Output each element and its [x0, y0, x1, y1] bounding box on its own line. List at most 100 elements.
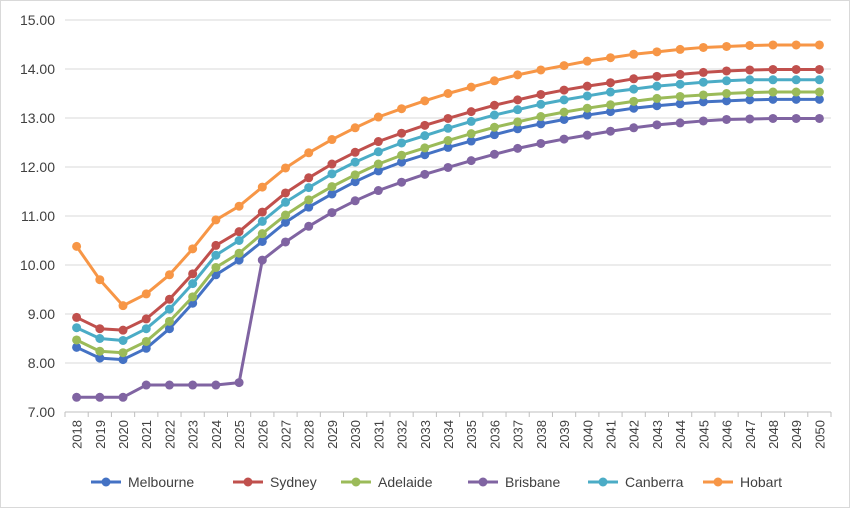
data-point-melbourne	[72, 342, 82, 352]
series-line-hobart	[75, 43, 821, 308]
data-point-sydney	[652, 71, 662, 81]
data-point-melbourne	[234, 255, 244, 265]
data-point-sydney	[327, 159, 337, 169]
series-hobart	[72, 40, 824, 311]
data-point-melbourne	[304, 202, 314, 212]
data-point-canberra	[768, 75, 778, 85]
data-point-hobart	[373, 112, 383, 122]
data-point-canberra	[141, 324, 151, 334]
data-point-adelaide	[443, 136, 453, 146]
data-point-canberra	[791, 75, 801, 85]
data-point-sydney	[304, 173, 314, 183]
data-point-melbourne	[350, 177, 360, 187]
series-canberra	[72, 75, 824, 345]
data-point-sydney	[629, 74, 639, 84]
data-point-adelaide	[559, 107, 569, 117]
data-point-hobart	[536, 65, 546, 75]
series-melbourne	[72, 94, 824, 365]
data-point-brisbane	[652, 120, 662, 130]
x-tick-label: 2025	[232, 420, 247, 449]
data-point-adelaide	[72, 335, 82, 345]
series-adelaide	[72, 87, 824, 358]
x-tick-label: 2044	[673, 420, 688, 449]
data-point-brisbane	[489, 149, 499, 159]
data-point-brisbane	[791, 113, 801, 123]
data-point-sydney	[443, 113, 453, 123]
data-point-hobart	[95, 275, 105, 285]
data-point-canberra	[95, 334, 105, 343]
x-tick-label: 2040	[580, 420, 595, 449]
data-point-hobart	[722, 41, 732, 51]
data-point-melbourne	[327, 189, 337, 199]
x-tick-label: 2047	[743, 420, 758, 449]
data-point-canberra	[722, 76, 732, 86]
legend-label-melbourne: Melbourne	[128, 474, 194, 490]
data-point-brisbane	[350, 196, 360, 206]
data-point-canberra	[304, 183, 314, 193]
data-point-melbourne	[768, 94, 778, 104]
data-point-adelaide	[605, 100, 615, 110]
data-point-canberra	[536, 99, 546, 109]
data-point-sydney	[72, 312, 82, 322]
data-point-brisbane	[698, 116, 708, 126]
data-point-adelaide	[698, 90, 708, 100]
data-point-adelaide	[397, 150, 407, 160]
data-point-hobart	[164, 270, 174, 280]
data-point-melbourne	[745, 95, 755, 105]
data-point-melbourne	[443, 142, 453, 152]
x-tick-label: 2036	[487, 420, 502, 449]
data-point-hobart	[72, 241, 82, 251]
data-point-melbourne	[652, 101, 662, 111]
data-point-sydney	[95, 324, 105, 334]
legend-label-hobart: Hobart	[740, 474, 782, 490]
data-point-sydney	[745, 65, 755, 75]
data-point-hobart	[698, 42, 708, 52]
data-point-sydney	[373, 137, 383, 147]
data-point-sydney	[722, 66, 732, 76]
data-point-canberra	[605, 87, 615, 97]
data-point-sydney	[536, 89, 546, 99]
data-point-melbourne	[722, 96, 732, 106]
x-tick-label: 2021	[139, 420, 154, 449]
data-point-hobart	[652, 47, 662, 57]
x-tick-label: 2041	[603, 420, 618, 449]
data-point-brisbane	[536, 138, 546, 148]
x-tick-label: 2027	[279, 420, 294, 449]
data-point-canberra	[814, 75, 824, 85]
data-point-adelaide	[257, 229, 267, 239]
data-point-brisbane	[397, 177, 407, 187]
data-point-canberra	[745, 75, 755, 85]
data-point-adelaide	[188, 292, 198, 302]
data-point-adelaide	[350, 170, 360, 180]
data-point-brisbane	[466, 156, 476, 166]
x-tick-label: 2039	[557, 420, 572, 449]
data-point-hobart	[513, 70, 523, 80]
data-point-canberra	[397, 138, 407, 148]
data-point-brisbane	[722, 114, 732, 124]
legend-item-sydney: Sydney	[233, 474, 317, 490]
data-point-canberra	[327, 169, 337, 179]
x-tick-label: 2028	[302, 420, 317, 449]
data-point-hobart	[629, 49, 639, 59]
data-point-hobart	[211, 215, 221, 225]
data-point-brisbane	[605, 126, 615, 136]
data-point-hobart	[814, 40, 824, 50]
data-point-sydney	[489, 100, 499, 110]
data-point-brisbane	[420, 169, 430, 179]
data-point-canberra	[211, 250, 221, 260]
data-point-canberra	[350, 157, 360, 167]
data-point-sydney	[257, 207, 267, 217]
data-point-adelaide	[211, 262, 221, 272]
data-point-hobart	[257, 182, 267, 192]
x-tick-label: 2019	[93, 420, 108, 449]
x-tick-label: 2031	[371, 420, 386, 449]
x-tick-label: 2023	[186, 420, 201, 449]
data-point-brisbane	[513, 143, 523, 153]
data-point-adelaide	[327, 182, 337, 192]
x-tick-label: 2030	[348, 420, 363, 449]
x-tick-label: 2029	[325, 420, 340, 449]
data-point-brisbane	[211, 380, 221, 390]
data-point-melbourne	[698, 97, 708, 107]
data-point-hobart	[327, 135, 337, 145]
data-point-canberra	[489, 110, 499, 120]
